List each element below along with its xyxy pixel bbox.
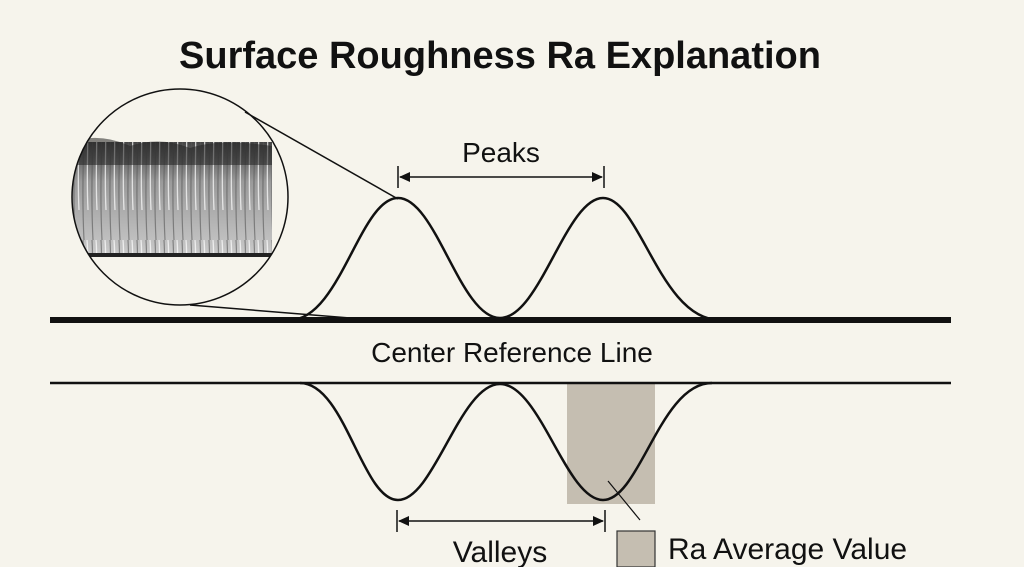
magnified-surface-inset	[71, 88, 399, 319]
valleys-profile-curve	[299, 381, 713, 502]
valleys-dimension-arrow	[396, 510, 606, 532]
valleys-label: Valleys	[453, 536, 547, 567]
peaks-label: Peaks	[462, 137, 540, 168]
peaks-dimension-arrow	[397, 166, 605, 188]
ra-pointer-line	[607, 480, 641, 521]
title: Surface Roughness Ra Explanation	[179, 35, 821, 77]
legend-ra-swatch	[616, 530, 656, 567]
legend-ra-label: Ra Average Value	[668, 533, 907, 566]
peaks-profile-curve	[289, 196, 721, 322]
zoom-line-top	[244, 111, 399, 200]
center-reference-line-label: Center Reference Line	[371, 337, 653, 368]
magnifier-circle	[71, 88, 289, 306]
zoom-line-bottom	[189, 304, 351, 319]
